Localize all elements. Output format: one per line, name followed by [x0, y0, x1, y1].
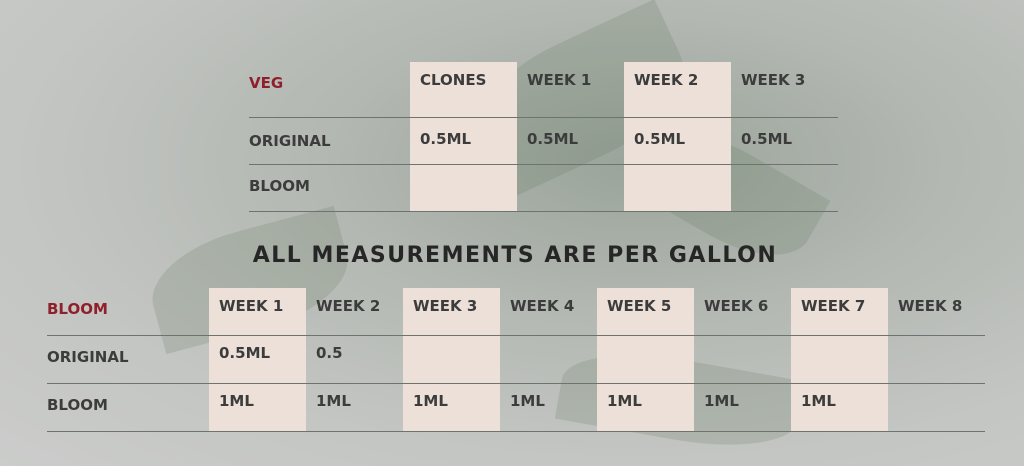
column-header: WEEK 4	[500, 288, 597, 336]
table-cell: 0.5ML	[410, 117, 517, 165]
column-header: WEEK 1	[209, 288, 306, 336]
table-cell: 0.5ML	[624, 117, 731, 165]
column-header: WEEK 2	[624, 62, 731, 118]
table-cell: 1ML	[500, 383, 597, 432]
column-header: WEEK 1	[517, 62, 624, 118]
table-cell: 0.5ML	[209, 335, 306, 384]
column-header: WEEK 3	[403, 288, 500, 336]
table-row: ORIGINAL 0.5ML 0.5	[47, 335, 985, 384]
table-cell: 1ML	[306, 383, 403, 432]
measurement-note: ALL MEASUREMENTS ARE PER GALLON	[252, 243, 778, 268]
column-header: WEEK 5	[597, 288, 694, 336]
table-cell: 0.5	[306, 335, 403, 384]
column-header: CLONES	[410, 62, 517, 118]
table-cell: 1ML	[694, 383, 791, 432]
table-cell	[694, 335, 791, 384]
table-header-row: BLOOM WEEK 1 WEEK 2 WEEK 3 WEEK 4 WEEK 5…	[47, 288, 985, 336]
column-header: WEEK 8	[888, 288, 985, 336]
table-row: BLOOM 1ML 1ML 1ML 1ML 1ML 1ML 1ML	[47, 383, 985, 432]
row-label: BLOOM	[249, 164, 410, 212]
table-cell: 1ML	[209, 383, 306, 432]
table-cell	[597, 335, 694, 384]
table-cell: 1ML	[403, 383, 500, 432]
table-cell: 1ML	[597, 383, 694, 432]
table-cell: 1ML	[791, 383, 888, 432]
table-header-row: VEG CLONES WEEK 1 WEEK 2 WEEK 3	[249, 62, 838, 118]
table-cell: 0.5ML	[731, 117, 838, 165]
table-title: BLOOM	[47, 288, 209, 336]
table-cell	[791, 335, 888, 384]
table-cell	[888, 383, 985, 432]
table-title: VEG	[249, 62, 410, 118]
column-header: WEEK 6	[694, 288, 791, 336]
veg-schedule-table: VEG CLONES WEEK 1 WEEK 2 WEEK 3 ORIGINAL…	[249, 62, 838, 212]
table-row: ORIGINAL 0.5ML 0.5ML 0.5ML 0.5ML	[249, 117, 838, 165]
table-cell: 0.5ML	[517, 117, 624, 165]
table-cell	[517, 164, 624, 212]
row-label: ORIGINAL	[47, 335, 209, 384]
table-cell	[410, 164, 517, 212]
table-cell	[403, 335, 500, 384]
table-cell	[731, 164, 838, 212]
row-label: ORIGINAL	[249, 117, 410, 165]
table-row: BLOOM	[249, 164, 838, 212]
table-cell	[888, 335, 985, 384]
table-cell	[624, 164, 731, 212]
column-header: WEEK 3	[731, 62, 838, 118]
bloom-schedule-table: BLOOM WEEK 1 WEEK 2 WEEK 3 WEEK 4 WEEK 5…	[47, 288, 985, 432]
column-header: WEEK 7	[791, 288, 888, 336]
row-label: BLOOM	[47, 383, 209, 432]
column-header: WEEK 2	[306, 288, 403, 336]
table-cell	[500, 335, 597, 384]
